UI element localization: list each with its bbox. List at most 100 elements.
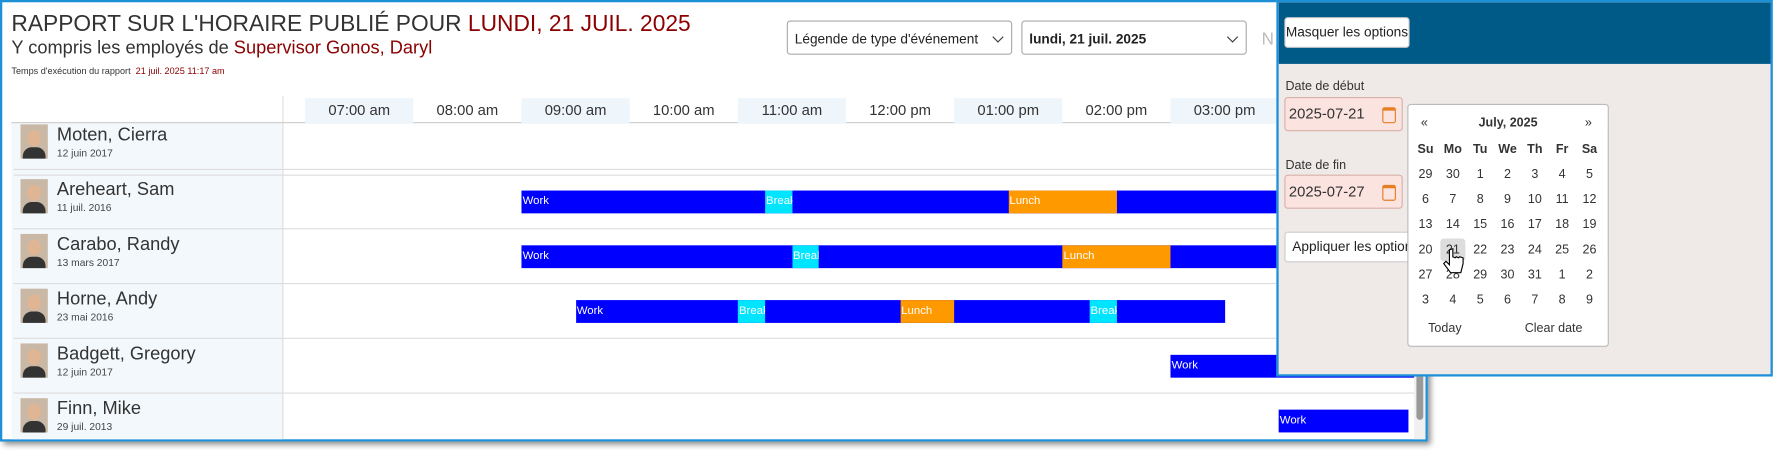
shift-label: Break [1090,304,1116,318]
calendar-day[interactable]: 7 [1449,192,1457,207]
calendar-day[interactable]: 2 [1585,268,1593,282]
date-dropdown[interactable]: lundi, 21 juil. 2025 [1021,20,1247,55]
shift-bar[interactable]: Work [1278,409,1409,433]
end-input[interactable]: 2025-07-27 [1284,174,1403,209]
shift-label: Break [765,195,792,208]
calendar-day[interactable]: 18 [1555,217,1570,232]
shift-bar[interactable]: Break [1089,300,1117,323]
employee-date: 12 juin 2017 [56,366,113,378]
apply-options-button[interactable]: Appliquer les options [1284,231,1421,263]
calendar-day[interactable]: 8 [1558,293,1566,307]
employee-date: 12 juin 2017 [56,147,113,159]
avatar [20,398,48,433]
shift-label: Lunch [1063,249,1095,263]
shift-bar[interactable]: Break [764,190,792,214]
runtime-label: Temps d'exécution du rapport [11,66,131,77]
calendar-day[interactable]: 16 [1500,217,1515,232]
title-prefix: RAPPORT SUR L'HORAIRE PUBLIÉ POUR [11,11,468,37]
calendar-day[interactable]: 6 [1422,192,1430,207]
calendar-day[interactable]: 3 [1422,293,1430,307]
calendar-day[interactable]: 17 [1527,217,1542,232]
shift-label: Work [1171,359,1198,372]
shift-label: Lunch [1009,195,1041,208]
calendar-day[interactable]: 9 [1585,293,1593,307]
shift-bar[interactable]: Work [521,190,1414,214]
today-button[interactable]: Today [1428,321,1462,336]
shift-bar[interactable]: Break [737,300,765,323]
calendar-day[interactable]: 7 [1531,293,1539,307]
calendar-day[interactable]: 1 [1558,268,1566,282]
calendar-day[interactable]: 13 [1418,217,1433,232]
runtime: Temps d'exécution du rapport 21 juil. 20… [11,66,224,76]
row-separator [13,174,1415,176]
month-title[interactable]: July, 2025 [1478,116,1538,131]
employee-name: Badgett, Gregory [56,344,196,364]
employee-date: 29 juil. 2013 [56,421,113,433]
calendar-day[interactable]: 19 [1582,217,1597,232]
calendar-day[interactable]: 24 [1527,243,1542,257]
time-label: 02:00 pm [1085,101,1148,119]
weekday: Sa [1581,142,1598,157]
calendar-day[interactable]: 2 [1504,167,1511,182]
calendar-day[interactable]: 8 [1476,192,1484,207]
calendar-day[interactable]: 5 [1476,293,1484,307]
start-input[interactable]: 2025-07-21 [1284,96,1403,132]
time-label: 01:00 pm [954,98,1063,124]
hide-options-button[interactable]: Masquer les options [1284,17,1410,48]
calendar-day[interactable]: 22 [1473,243,1488,257]
legend-dropdown[interactable]: Légende de type d'événement [786,20,1013,55]
report-subtitle: Y compris les employés de Supervisor Gon… [11,39,432,60]
shift-bar[interactable]: Work [521,245,1414,269]
calendar-day[interactable]: 29 [1473,268,1488,282]
time-label: 07:00 am [305,98,414,124]
calendar-day[interactable]: 25 [1555,243,1570,257]
avatar [20,124,48,159]
calendar-day[interactable]: 9 [1504,192,1511,207]
report-title: RAPPORT SUR L'HORAIRE PUBLIÉ POUR LUNDI,… [11,11,690,37]
calendar-day[interactable]: 4 [1558,167,1566,182]
calendar-day[interactable]: 1 [1476,167,1484,182]
weekday: Su [1417,142,1434,157]
calendar-day[interactable]: 11 [1555,192,1569,207]
employee-name: Moten, Cierra [56,125,168,145]
shift-bar[interactable]: Lunch [1062,245,1171,269]
calendar-day[interactable]: 3 [1531,167,1539,182]
calendar-day[interactable]: 12 [1582,192,1597,207]
shift-bar[interactable]: Lunch [1008,190,1117,214]
calendar-day[interactable]: 30 [1445,167,1460,182]
calendar-day[interactable]: 23 [1500,243,1515,257]
prev-month[interactable]: « [1420,116,1428,131]
calendar-day[interactable]: 26 [1582,243,1597,257]
calendar-day[interactable]: 27 [1418,268,1433,282]
employee-name: Areheart, Sam [56,180,175,200]
shift-bar[interactable]: Lunch [900,300,955,323]
time-label: 08:00 am [436,101,499,119]
next-month[interactable]: » [1584,116,1592,131]
calendar-day[interactable]: 10 [1527,192,1542,207]
calendar-day[interactable]: 14 [1445,217,1460,232]
options-panel: Masquer les options Date de début 2025-0… [1276,0,1773,377]
shift-label: Work [522,249,549,263]
avatar [20,233,48,269]
shift-bar[interactable]: Break [791,245,819,269]
calendar-day[interactable]: 31 [1527,268,1542,282]
cursor [1442,247,1464,274]
row-separator [13,282,1415,285]
calendar-day[interactable]: 4 [1449,293,1457,307]
calendar-day[interactable]: 5 [1585,167,1593,182]
row-separator [13,228,1415,230]
avatar [20,343,48,378]
calendar-day[interactable]: 29 [1418,167,1433,182]
clear-date-button[interactable]: Clear date [1524,321,1583,336]
next-button[interactable]: N [1261,29,1274,50]
calendar-day[interactable]: 30 [1500,268,1515,282]
calendar-day[interactable]: 20 [1418,243,1433,257]
start-label: Date de début [1285,79,1365,94]
employee-name: Finn, Mike [56,399,141,419]
scroll-thumb[interactable] [1416,351,1424,420]
runtime-value: 21 juil. 2025 11:17 am [135,66,225,77]
calendar-day[interactable]: 6 [1504,293,1511,307]
calendar-day[interactable]: 15 [1473,217,1488,232]
shift-label: Break [793,249,819,263]
